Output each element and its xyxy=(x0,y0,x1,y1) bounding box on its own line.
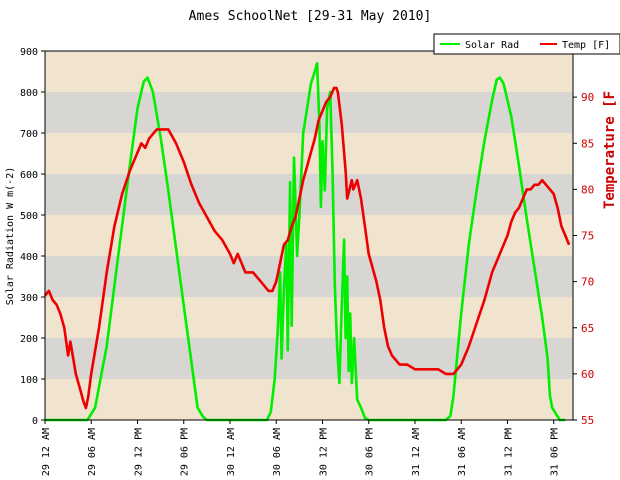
x-tick-label: 29 06 AM xyxy=(87,428,98,476)
right-tick-label: 80 xyxy=(581,183,594,196)
plot-band xyxy=(45,338,573,379)
left-tick-label: 200 xyxy=(20,334,38,345)
x-tick-label: 30 06 PM xyxy=(365,428,376,476)
left-tick-label: 600 xyxy=(20,170,38,181)
y-axis-label-left: Solar Radiation W m(-2) xyxy=(5,167,16,305)
solar-rad-line xyxy=(45,62,566,422)
left-tick-label: 900 xyxy=(20,47,38,58)
left-tick-label: 500 xyxy=(20,211,38,222)
temp-series xyxy=(44,86,571,410)
plot-band xyxy=(45,133,573,174)
legend: Solar Rad Temp [F] xyxy=(433,33,620,55)
x-tick-label: 30 12 PM xyxy=(319,428,330,476)
right-tick-label: 60 xyxy=(581,368,594,381)
x-tick-label: 29 12 AM xyxy=(41,428,52,476)
chart-title: Ames SchoolNet [29-31 May 2010] xyxy=(189,9,432,24)
x-axis: 29 12 AM 29 06 AM 29 12 PM 29 06 PM 30 12 AM… xyxy=(41,420,561,476)
x-tick-label: 30 12 AM xyxy=(226,428,237,476)
left-tick-label: 0 xyxy=(32,416,38,427)
y-axis-label-right: Temperature [F xyxy=(602,91,618,209)
x-tick-label: 31 12 AM xyxy=(411,428,422,476)
left-tick-label: 800 xyxy=(20,88,38,99)
plot-band xyxy=(45,297,573,338)
right-tick-label: 55 xyxy=(581,414,594,427)
plot-band xyxy=(45,379,573,420)
left-axis: 0 100 200 300 400 500 600 700 800 900 xyxy=(20,47,45,427)
x-tick-label: 31 12 PM xyxy=(504,428,515,476)
temp-line xyxy=(44,86,571,410)
solar-rad-series xyxy=(45,62,566,422)
legend-label-solar: Solar Rad xyxy=(465,40,519,51)
left-tick-label: 100 xyxy=(20,375,38,386)
left-tick-label: 400 xyxy=(20,252,38,263)
x-tick-label: 30 06 AM xyxy=(272,428,283,476)
right-tick-label: 65 xyxy=(581,322,594,335)
plot-band xyxy=(45,174,573,215)
legend-label-temp: Temp [F] xyxy=(562,40,610,51)
left-tick-label: 700 xyxy=(20,129,38,140)
right-tick-label: 85 xyxy=(581,137,594,150)
right-tick-label: 75 xyxy=(581,230,594,243)
right-tick-label: 90 xyxy=(581,91,594,104)
plot-band xyxy=(45,215,573,256)
plot-band xyxy=(45,51,573,92)
right-axis: 55 60 65 70 75 80 85 90 xyxy=(573,91,594,427)
legend-box xyxy=(433,33,620,55)
plot-band xyxy=(45,256,573,297)
right-tick-label: 70 xyxy=(581,276,594,289)
x-tick-label: 29 12 PM xyxy=(134,428,145,476)
left-tick-label: 300 xyxy=(20,293,38,304)
plot-bands xyxy=(45,51,573,420)
x-tick-label: 29 06 PM xyxy=(180,428,191,476)
x-tick-label: 31 06 AM xyxy=(457,428,468,476)
x-tick-label: 31 06 PM xyxy=(550,428,561,476)
